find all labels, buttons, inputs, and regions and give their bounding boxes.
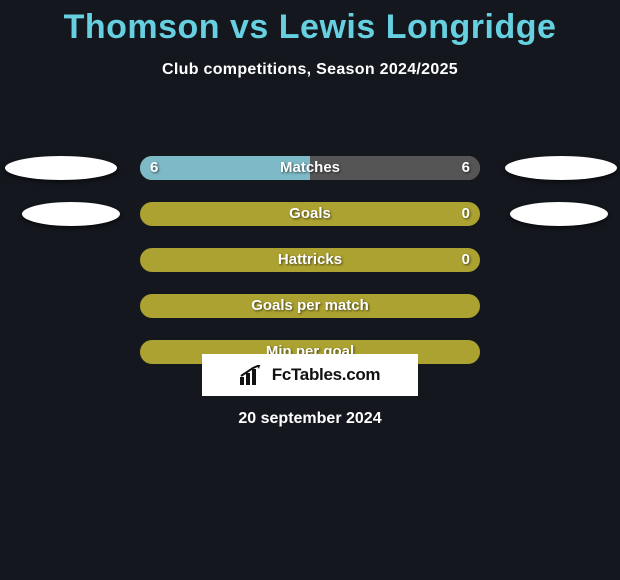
stat-label: Matches xyxy=(140,156,480,180)
stat-bar: Hattricks0 xyxy=(140,248,480,272)
stat-label: Hattricks xyxy=(140,248,480,272)
stat-label: Goals xyxy=(140,202,480,226)
stat-row: Goals per match xyxy=(0,294,620,318)
stat-bar: Matches6 6 xyxy=(140,156,480,180)
stat-value-right: 6 xyxy=(462,156,470,180)
player-left-ellipse xyxy=(5,156,117,180)
page-title: Thomson vs Lewis Longridge xyxy=(0,0,620,47)
stat-row: Matches6 6 xyxy=(0,156,620,180)
player-right-ellipse xyxy=(505,156,617,180)
stat-row: Goals0 xyxy=(0,202,620,226)
player-right-ellipse xyxy=(510,202,608,226)
page-subtitle: Club competitions, Season 2024/2025 xyxy=(0,61,620,79)
chart-icon xyxy=(240,365,266,385)
logo-card: FcTables.com xyxy=(202,354,418,396)
stat-bar: Goals per match xyxy=(140,294,480,318)
date-text: 20 september 2024 xyxy=(0,410,620,428)
logo-text: FcTables.com xyxy=(272,365,381,385)
stat-value-left: 6 xyxy=(150,156,158,180)
stat-value-right: 0 xyxy=(462,202,470,226)
stat-bar: Goals0 xyxy=(140,202,480,226)
player-left-ellipse xyxy=(22,202,120,226)
stat-label: Goals per match xyxy=(140,294,480,318)
stat-value-right: 0 xyxy=(462,248,470,272)
stat-row: Hattricks0 xyxy=(0,248,620,272)
